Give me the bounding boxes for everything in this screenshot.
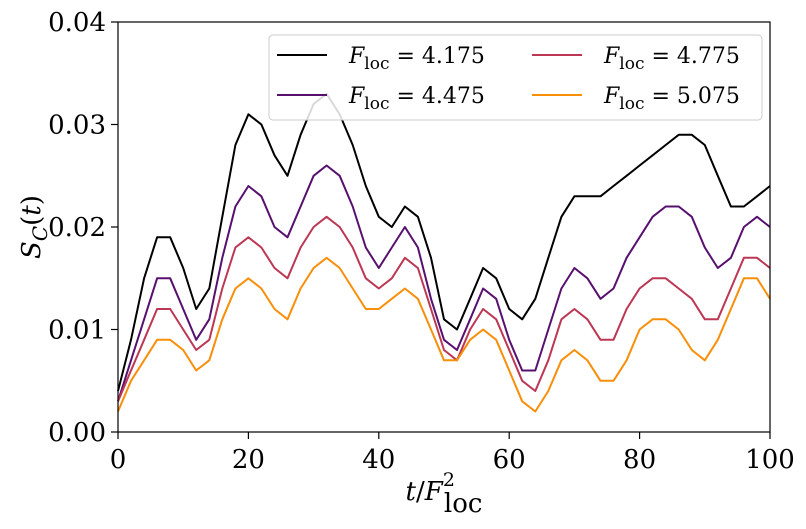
series-line — [117, 92, 771, 392]
x-tick-label: 80 — [623, 445, 656, 475]
series-line — [117, 164, 771, 402]
y-tick-label: 0.04 — [48, 8, 106, 38]
x-axis-label: t/F2 loc — [406, 469, 483, 519]
y-tick-label: 0.03 — [48, 111, 106, 141]
series-line — [117, 256, 771, 413]
series-line — [117, 215, 771, 402]
x-tick-label: 60 — [493, 445, 526, 475]
legend-label: Floc = 5.075 — [603, 84, 740, 114]
x-tick-label: 0 — [110, 445, 127, 475]
x-tick-label: 20 — [232, 445, 265, 475]
plot-frame — [117, 21, 771, 433]
legend-label: Floc = 4.175 — [348, 44, 485, 74]
legend-label: Floc = 4.475 — [348, 84, 485, 114]
y-tick-label: 0.02 — [48, 213, 106, 243]
y-tick-label: 0.00 — [48, 418, 106, 448]
legend-label: Floc = 4.775 — [603, 44, 740, 74]
x-tick-label: 100 — [745, 445, 795, 475]
x-tick-label: 40 — [362, 445, 395, 475]
legend-box — [268, 34, 763, 121]
y-axis-label: SC(t) — [17, 195, 52, 259]
y-tick-label: 0.01 — [48, 316, 106, 346]
